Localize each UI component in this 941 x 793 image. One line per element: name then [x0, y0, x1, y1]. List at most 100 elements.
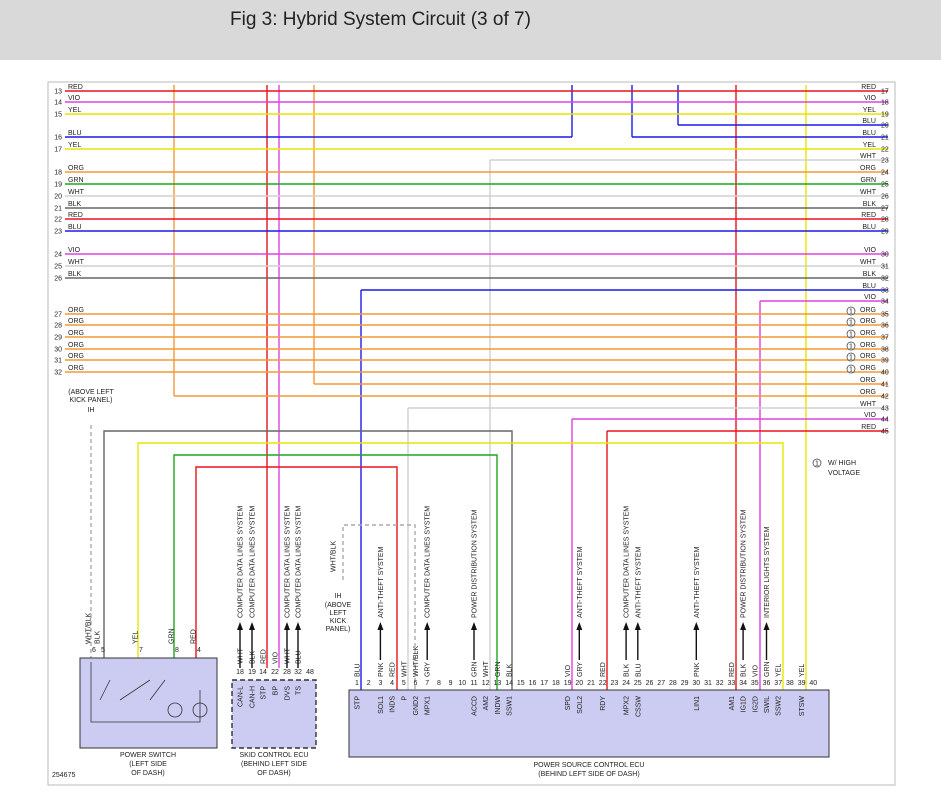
pin-name: STP — [261, 686, 268, 700]
row-wire: BLU — [862, 130, 876, 137]
row-pin: 20 — [54, 194, 62, 201]
location: PANEL) — [326, 626, 351, 633]
row-wire: WHT — [860, 189, 877, 196]
wire-label: BLK — [95, 630, 102, 644]
pin: 36 — [763, 680, 771, 687]
row-wire: BLK — [863, 271, 877, 278]
wire-label: WHT/BLK — [86, 613, 93, 644]
wire — [173, 454, 498, 690]
row-wire: WHT — [860, 401, 877, 408]
arrow — [377, 622, 384, 630]
wire-label: RED — [261, 649, 268, 664]
note-text: VOLTAGE — [828, 470, 860, 477]
pin: 34 — [739, 680, 747, 687]
pin: 24 — [622, 680, 630, 687]
row-pin: 34 — [881, 299, 889, 306]
row-pin: 13 — [54, 89, 62, 96]
pin-name: AM2 — [483, 696, 490, 711]
header: Fig 3: Hybrid System Circuit (3 of 7) — [0, 0, 941, 60]
row-pin: 37 — [881, 335, 889, 342]
system-label: POWER DISTRIBUTION SYSTEM — [472, 509, 479, 618]
connector: IH — [335, 593, 342, 600]
row-pin: 31 — [54, 358, 62, 365]
pin: 31 — [704, 680, 712, 687]
row-pin: 26 — [881, 194, 889, 201]
pin: 21 — [587, 680, 595, 687]
pin-name: GND2 — [413, 696, 420, 716]
wire-label: GRY — [577, 662, 584, 677]
pin: 1 — [355, 680, 359, 687]
switch-contact — [99, 679, 111, 701]
row-pin: 14 — [54, 100, 62, 107]
system-label: COMPUTER DATA LINES SYSTEM — [285, 506, 292, 618]
row-wire: BLU — [862, 118, 876, 125]
arrow — [237, 622, 243, 630]
pin: 5 — [402, 680, 406, 687]
row-wire: ORG — [860, 365, 876, 372]
pin-name: CAN-H — [250, 686, 257, 708]
row-pin: 25 — [881, 182, 889, 189]
pin: 6 — [414, 680, 418, 687]
wire-label: WHT — [483, 660, 490, 677]
pin: 38 — [786, 680, 794, 687]
wire-label: GRN — [764, 661, 771, 677]
pin: 22 — [271, 669, 279, 676]
pin: 48 — [306, 669, 314, 676]
pin: 10 — [458, 680, 466, 687]
row-wire: VIO — [68, 95, 81, 102]
pin-name: CSSW — [635, 696, 642, 717]
power-switch — [79, 657, 218, 749]
pin: 29 — [681, 680, 689, 687]
row-wire: WHT — [860, 259, 877, 266]
marker: 1 — [849, 319, 853, 326]
row-pin: 44 — [881, 417, 889, 424]
system-label: ANTI-THEFT SYSTEM — [694, 546, 701, 618]
system-label: COMPUTER DATA LINES SYSTEM — [624, 506, 631, 618]
pin: 18 — [236, 669, 244, 676]
pin-name: CAN-L — [238, 686, 245, 707]
system-label: COMPUTER DATA LINES SYSTEM — [296, 506, 303, 618]
system-label: ANTI-THEFT SYSTEM — [577, 546, 584, 618]
row-pin: 33 — [881, 288, 889, 295]
pin: 28 — [283, 669, 291, 676]
row-pin: 15 — [54, 112, 62, 119]
pin: 40 — [809, 680, 817, 687]
wire-label: RED — [191, 629, 198, 644]
wire-label: WHT — [401, 660, 408, 677]
row-pin: 26 — [54, 276, 62, 283]
pin: 4 — [390, 680, 394, 687]
row-pin: 18 — [54, 170, 62, 177]
switch-contact — [119, 679, 151, 701]
switch-contact — [149, 679, 166, 701]
row-pin: 21 — [54, 206, 62, 213]
wire-label: VIO — [752, 664, 759, 677]
row-wire: BLU — [862, 224, 876, 231]
wire-label: WHT/BLK — [413, 646, 420, 677]
pin-name: ACCD — [472, 696, 479, 716]
row-wire: RED — [68, 84, 83, 91]
wire-label: GRN — [495, 661, 502, 677]
marker-circle — [846, 317, 856, 327]
wire-label: BLK — [507, 663, 514, 677]
title: Fig 3: Hybrid System Circuit (3 of 7) — [230, 9, 531, 30]
caption: (LEFT SIDE — [129, 761, 167, 768]
marker: 1 — [849, 308, 853, 315]
pin: 6 — [92, 647, 96, 654]
pin: 14 — [505, 680, 513, 687]
arrow — [576, 622, 583, 630]
row-pin: 31 — [881, 264, 889, 271]
row-pin: 29 — [881, 229, 889, 236]
pin: 32 — [716, 680, 724, 687]
wire-label: RED — [390, 662, 397, 677]
marker: 1 — [849, 331, 853, 338]
row-wire: ORG — [68, 307, 84, 314]
row-pin: 38 — [881, 347, 889, 354]
pin: 18 — [552, 680, 560, 687]
wire-label: BLK — [250, 650, 257, 664]
pin: 26 — [646, 680, 654, 687]
pin: 5 — [101, 647, 105, 654]
row-pin: 45 — [881, 429, 889, 436]
system-label: ANTI-THEFT SYSTEM — [378, 546, 385, 618]
connector: IH — [88, 407, 95, 414]
pin: 12 — [482, 680, 490, 687]
